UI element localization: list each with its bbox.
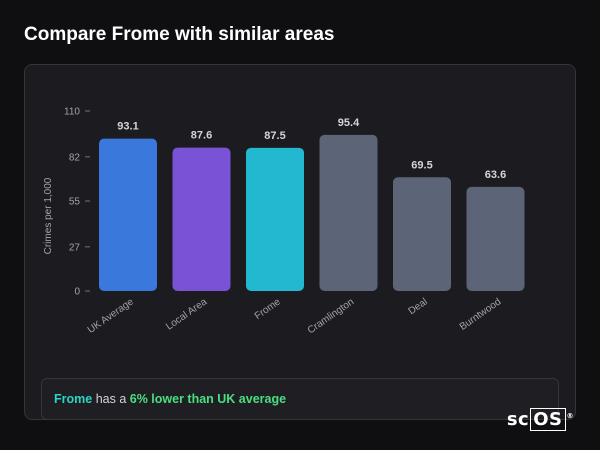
bar-value-label: 93.1 [117,121,138,133]
bar-burntwood[interactable] [466,186,525,291]
bar-frome[interactable] [246,147,304,291]
bar-local-area[interactable] [172,147,231,291]
summary-text: has a [95,392,127,406]
x-tick-label: Frome [253,296,283,322]
brand-reg: ® [566,412,574,420]
x-axis-labels: UK Average Local Area Frome Cramlington Deal… [86,296,503,336]
y-tick-label: 0 [74,287,80,298]
y-tick-label: 110 [64,107,80,118]
summary-area-name: Frome [54,392,93,406]
bar-value-label: 87.5 [264,130,285,142]
bar-value-label: 63.6 [485,169,506,181]
page-title: Compare Frome with similar areas [24,24,335,45]
summary-box: Frome has a 6% lower than UK average [41,378,559,420]
x-tick-label: Local Area [164,296,209,332]
x-tick-label: Cramlington [306,296,356,336]
brand-logo: sc OS ® [506,408,574,431]
bar-value-label: 95.4 [338,117,360,129]
x-tick-label: UK Average [86,296,136,336]
bar-cramlington[interactable] [319,134,378,291]
bar-value-label: 87.6 [191,130,212,142]
y-axis: 0 27 55 82 110 [64,107,90,298]
brand-prefix: sc [506,409,530,430]
y-tick-label: 55 [69,197,81,208]
summary-difference: 6% lower than UK average [129,392,287,406]
y-axis-label: Crimes per 1,000 [43,177,54,254]
y-tick-label: 27 [69,242,81,253]
chart-card: 0 27 55 82 110 Crimes per 1,000 93.1 87.6 87.5… [24,64,576,420]
x-tick-label: Deal [407,296,430,317]
brand-boxed: OS [530,408,566,431]
bar-chart: 0 27 55 82 110 Crimes per 1,000 93.1 87.6 87.5… [43,107,525,336]
bars [99,134,525,291]
bar-value-label: 69.5 [411,159,432,171]
bar-uk-average[interactable] [99,138,157,291]
value-labels: 93.1 87.6 87.5 95.4 69.5 63.6 [117,117,506,181]
bar-deal[interactable] [393,177,451,291]
y-tick-label: 82 [69,152,81,163]
x-tick-label: Burntwood [458,296,503,332]
